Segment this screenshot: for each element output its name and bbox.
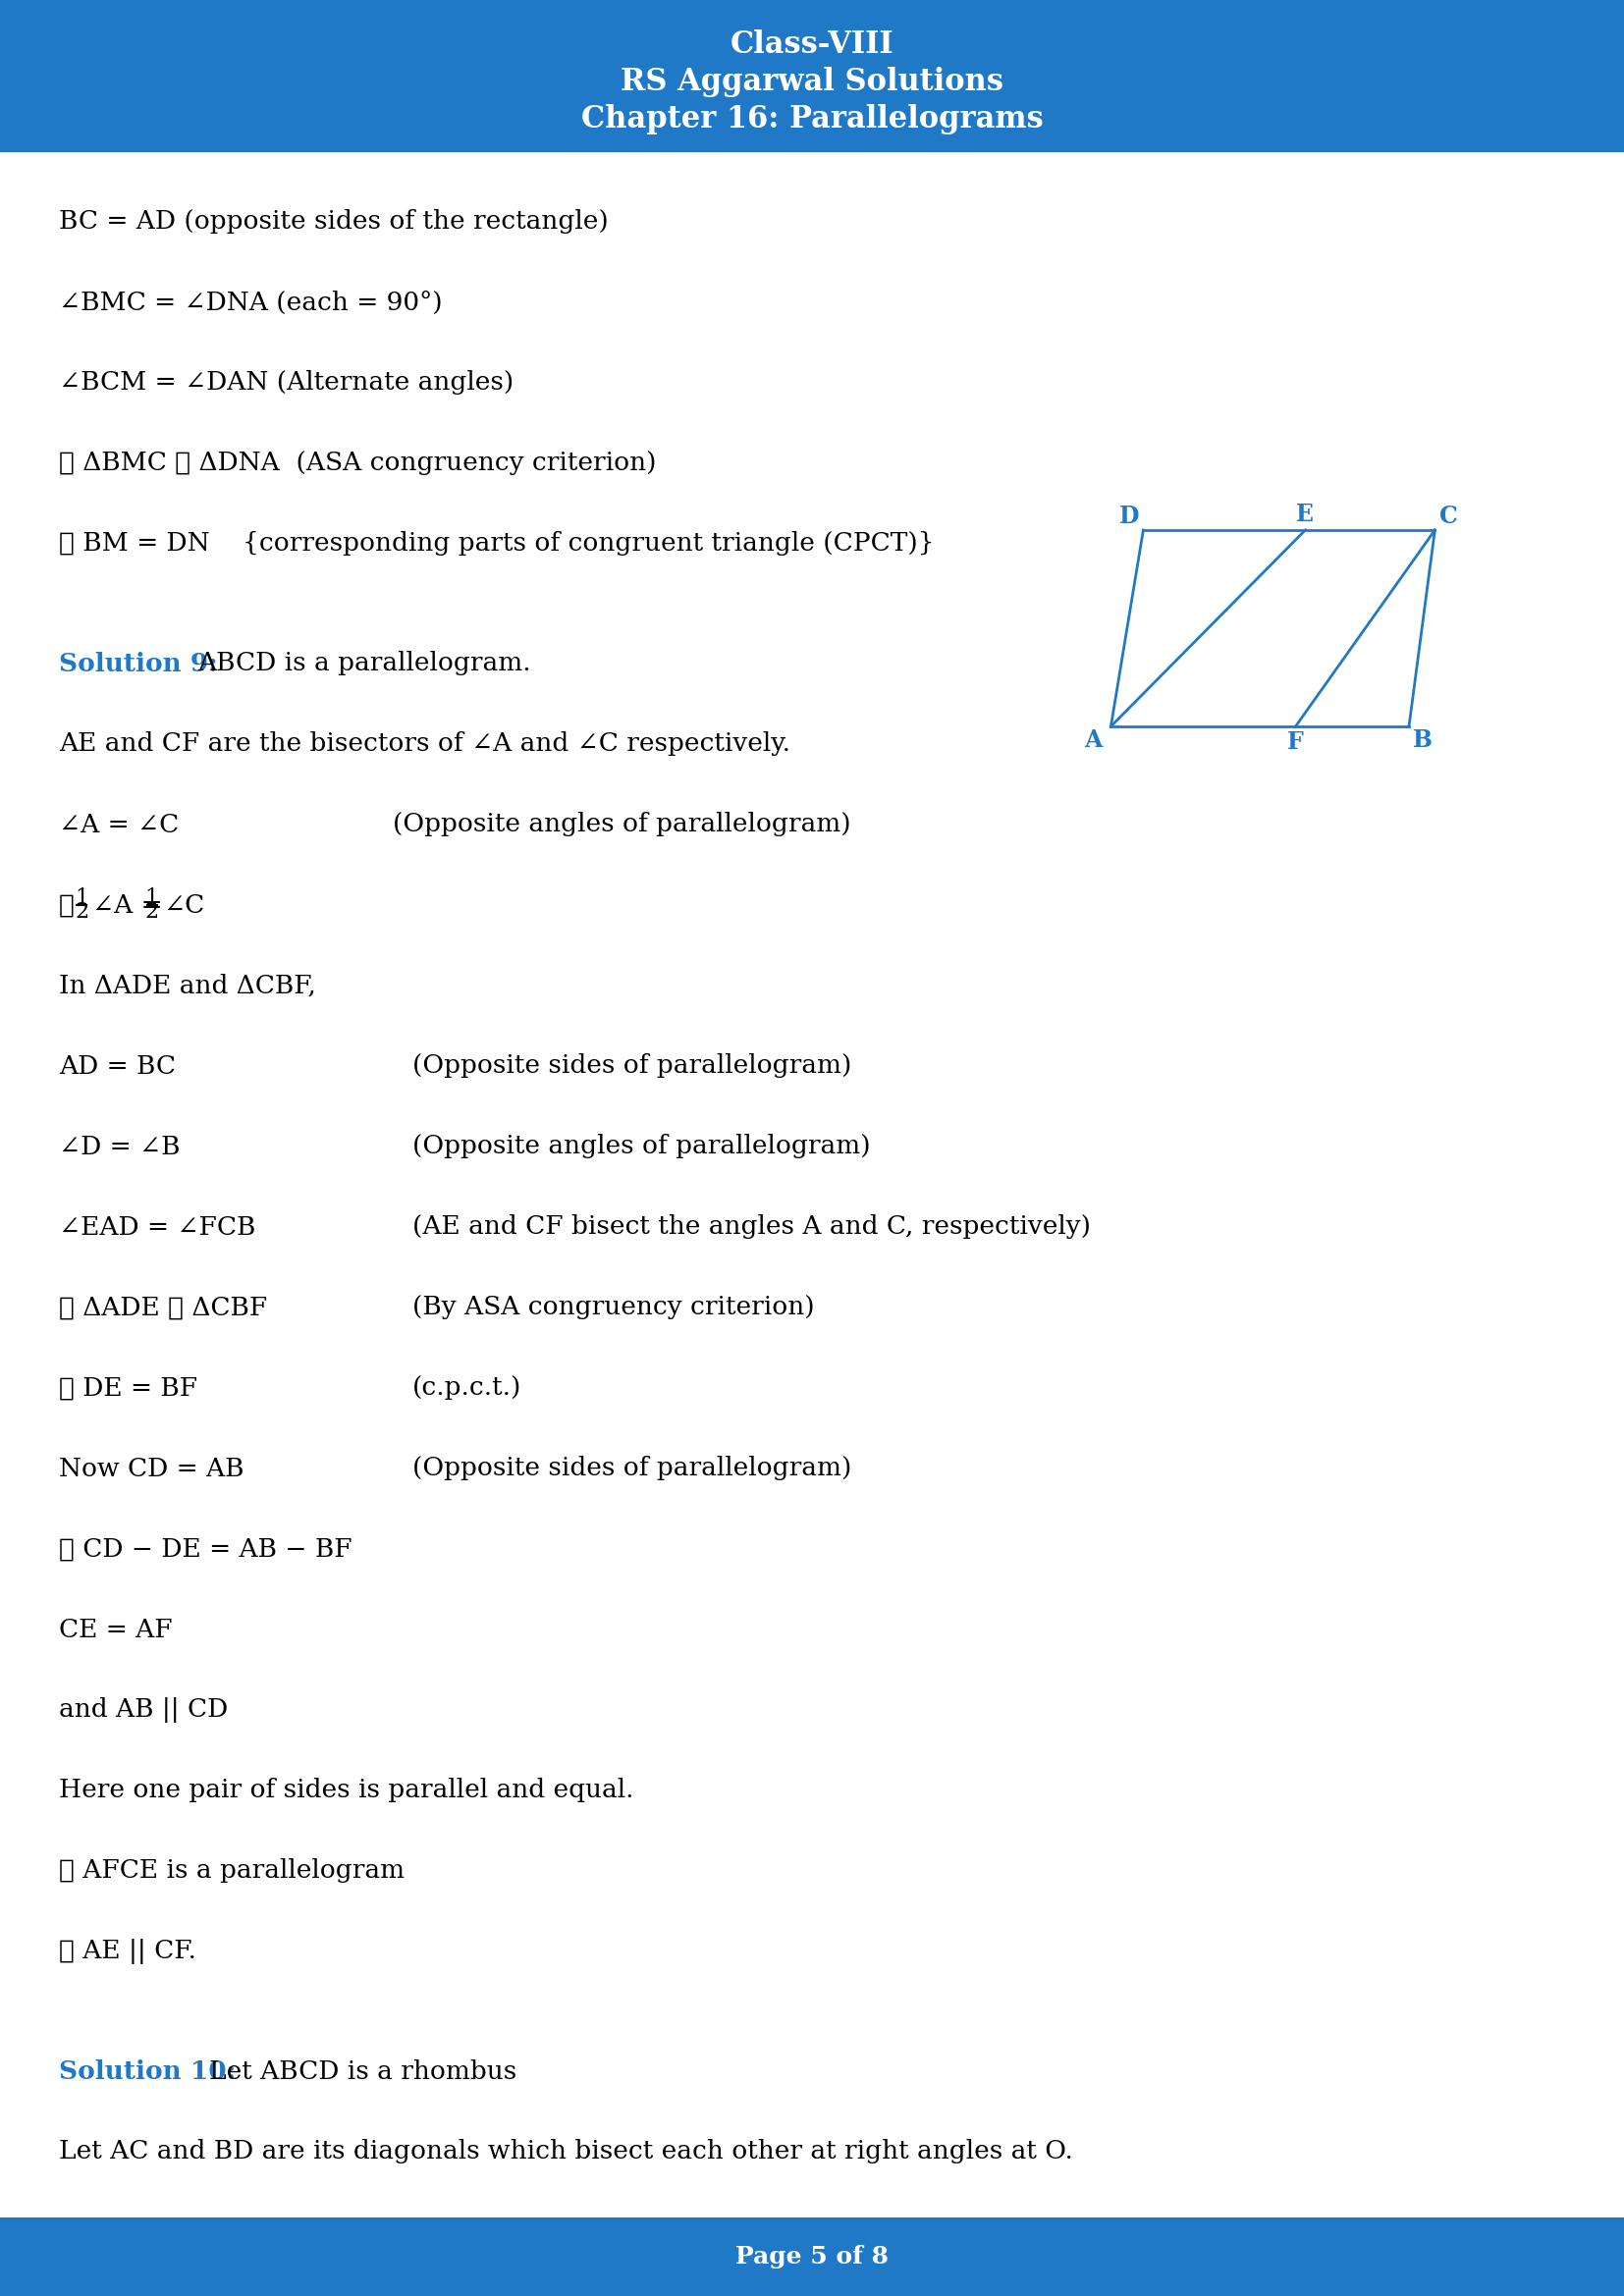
Text: ∴ AFCE is a parallelogram: ∴ AFCE is a parallelogram (58, 1860, 404, 1883)
Text: E: E (1296, 503, 1314, 526)
Text: A: A (1085, 728, 1103, 751)
Text: 2: 2 (145, 900, 159, 923)
Text: D: D (1119, 505, 1140, 528)
Text: Solution 10:: Solution 10: (58, 2060, 245, 2082)
Text: CE = AF: CE = AF (58, 1616, 172, 1642)
Text: ∠BCM = ∠DAN (Alternate angles): ∠BCM = ∠DAN (Alternate angles) (58, 370, 513, 395)
Text: (Opposite angles of parallelogram): (Opposite angles of parallelogram) (412, 1134, 870, 1159)
Text: ∴: ∴ (58, 893, 83, 918)
Text: ∴ DE = BF: ∴ DE = BF (58, 1375, 198, 1401)
Text: (AE and CF bisect the angles A and C, respectively): (AE and CF bisect the angles A and C, re… (412, 1215, 1091, 1240)
Text: B: B (1413, 728, 1432, 751)
Text: and AB || CD: and AB || CD (58, 1697, 227, 1722)
Text: 1: 1 (145, 889, 159, 909)
Text: (c.p.c.t.): (c.p.c.t.) (412, 1375, 521, 1401)
Text: Class-VIII: Class-VIII (731, 30, 893, 60)
Bar (0, 2218, 1624, 2296)
Text: C: C (1439, 505, 1458, 528)
Text: F: F (1288, 730, 1304, 753)
Text: Here one pair of sides is parallel and equal.: Here one pair of sides is parallel and e… (58, 1777, 633, 1802)
Text: Let AC and BD are its diagonals which bisect each other at right angles at O.: Let AC and BD are its diagonals which bi… (58, 2140, 1073, 2163)
Text: AE and CF are the bisectors of ∠A and ∠C respectively.: AE and CF are the bisectors of ∠A and ∠C… (58, 732, 791, 755)
Text: BC = AD (opposite sides of the rectangle): BC = AD (opposite sides of the rectangle… (58, 209, 609, 234)
Text: Page 5 of 8: Page 5 of 8 (736, 2245, 888, 2268)
Text: ∴ AE || CF.: ∴ AE || CF. (58, 1938, 197, 1963)
Text: (Opposite sides of parallelogram): (Opposite sides of parallelogram) (412, 1054, 851, 1079)
Text: ∴ ΔADE ≅ ΔCBF: ∴ ΔADE ≅ ΔCBF (58, 1295, 268, 1320)
Text: ∠D = ∠B: ∠D = ∠B (58, 1134, 180, 1159)
Text: ABCD is a parallelogram.: ABCD is a parallelogram. (198, 652, 531, 675)
Text: ∴ BM = DN    {corresponding parts of congruent triangle (CPCT)}: ∴ BM = DN {corresponding parts of congru… (58, 533, 934, 556)
Text: Let AC = 16 cm: Let AC = 16 cm (58, 2220, 266, 2245)
Text: RS Aggarwal Solutions: RS Aggarwal Solutions (620, 67, 1004, 96)
Text: (By ASA congruency criterion): (By ASA congruency criterion) (412, 1295, 815, 1320)
Text: Chapter 16: Parallelograms: Chapter 16: Parallelograms (581, 103, 1043, 135)
Text: AD = BC: AD = BC (58, 1054, 175, 1079)
Text: ∠C: ∠C (162, 893, 205, 918)
Text: (Opposite angles of parallelogram): (Opposite angles of parallelogram) (393, 813, 851, 836)
Text: Now CD = AB: Now CD = AB (58, 1456, 244, 1481)
Text: ∠A = ∠C: ∠A = ∠C (58, 813, 179, 836)
Text: ∠BMC = ∠DNA (each = 90°): ∠BMC = ∠DNA (each = 90°) (58, 289, 442, 315)
Text: ∴ ΔBMC ≅ ΔDNA  (ASA congruency criterion): ∴ ΔBMC ≅ ΔDNA (ASA congruency criterion) (58, 450, 656, 475)
Text: ∠A =: ∠A = (93, 893, 171, 918)
Text: In ΔADE and ΔCBF,: In ΔADE and ΔCBF, (58, 974, 317, 999)
Text: ∠EAD = ∠FCB: ∠EAD = ∠FCB (58, 1215, 255, 1240)
Bar (0, 152, 1624, 2218)
Text: 1: 1 (75, 889, 89, 909)
Text: 2: 2 (75, 900, 89, 923)
Text: Solution 9:: Solution 9: (58, 652, 227, 675)
Text: ∴ CD − DE = AB − BF: ∴ CD − DE = AB − BF (58, 1536, 352, 1561)
Bar (0, 0, 1624, 152)
Text: Let ABCD is a rhombus: Let ABCD is a rhombus (209, 2060, 516, 2082)
Text: (Opposite sides of parallelogram): (Opposite sides of parallelogram) (412, 1456, 851, 1481)
